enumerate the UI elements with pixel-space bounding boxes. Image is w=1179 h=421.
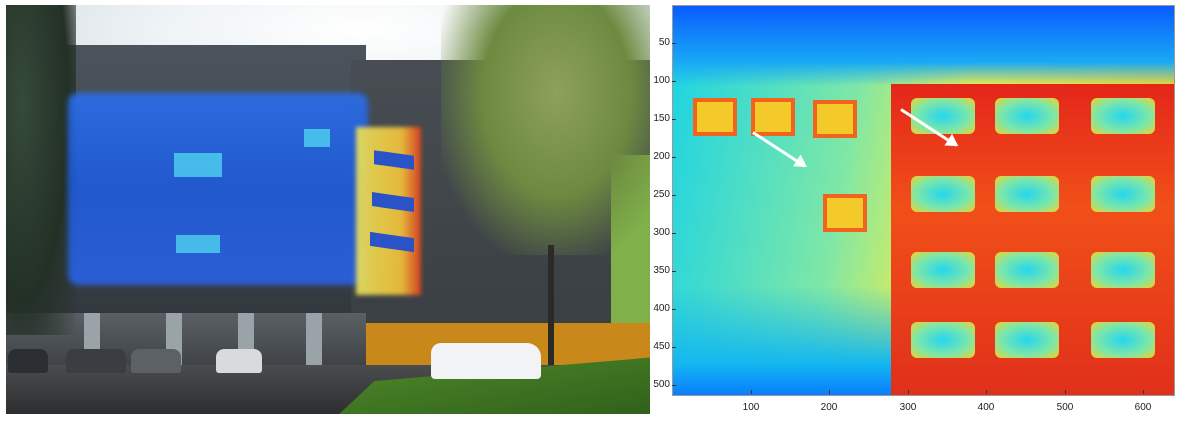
thermal-cold-bottom-left bbox=[673, 286, 903, 395]
parked-car bbox=[216, 349, 262, 373]
white-arrow bbox=[752, 131, 806, 168]
cold-window bbox=[176, 235, 220, 253]
x-tick-label: 400 bbox=[977, 402, 995, 413]
x-tick-label: 200 bbox=[820, 402, 838, 413]
x-tickmark bbox=[829, 390, 830, 394]
parked-car bbox=[66, 349, 126, 373]
y-tick-label: 100 bbox=[653, 75, 670, 86]
x-tickmark bbox=[1065, 390, 1066, 394]
parked-car bbox=[8, 349, 48, 373]
building-photo bbox=[6, 5, 650, 414]
white-van bbox=[431, 343, 541, 379]
x-tick-label: 600 bbox=[1134, 402, 1152, 413]
y-tick-label: 350 bbox=[653, 265, 670, 276]
thermal-window-pane bbox=[1091, 322, 1155, 358]
parked-car bbox=[131, 349, 181, 373]
y-tick-label: 500 bbox=[653, 379, 670, 390]
thermal-window-left bbox=[751, 98, 795, 136]
y-tick-label: 50 bbox=[658, 37, 670, 48]
y-tickmark bbox=[672, 119, 676, 120]
thermal-window-pane bbox=[1091, 252, 1155, 288]
y-tick-label: 400 bbox=[653, 303, 670, 314]
tree-left bbox=[6, 5, 76, 335]
y-tickmark bbox=[672, 81, 676, 82]
thermal-window-pane bbox=[911, 98, 975, 134]
pillar bbox=[306, 313, 322, 375]
x-tickmark bbox=[908, 390, 909, 394]
thermal-window-pane bbox=[995, 98, 1059, 134]
thermal-window-pane bbox=[1091, 176, 1155, 212]
y-tickmark bbox=[672, 385, 676, 386]
y-tickmark bbox=[672, 309, 676, 310]
x-tickmark bbox=[751, 390, 752, 394]
thermal-window-pane bbox=[911, 176, 975, 212]
thermal-window-left bbox=[823, 194, 867, 232]
y-tick-label: 200 bbox=[653, 151, 670, 162]
y-tickmark bbox=[672, 195, 676, 196]
thermal-window-pane bbox=[995, 252, 1059, 288]
y-tickmark bbox=[672, 347, 676, 348]
thermal-image bbox=[672, 5, 1175, 396]
thermal-window-pane bbox=[911, 252, 975, 288]
thermal-window-pane bbox=[995, 322, 1059, 358]
cold-window bbox=[304, 129, 330, 147]
y-tick-label: 450 bbox=[653, 341, 670, 352]
x-tickmark bbox=[1143, 390, 1144, 394]
y-tickmark bbox=[672, 271, 676, 272]
y-tickmark bbox=[672, 233, 676, 234]
thermal-cold-top bbox=[673, 6, 1174, 86]
y-tick-label: 300 bbox=[653, 227, 670, 238]
y-tick-label: 150 bbox=[653, 113, 670, 124]
y-tickmark bbox=[672, 43, 676, 44]
x-tick-label: 500 bbox=[1056, 402, 1074, 413]
y-tick-label: 250 bbox=[653, 189, 670, 200]
thermal-window-pane bbox=[995, 176, 1059, 212]
x-tick-label: 300 bbox=[899, 402, 917, 413]
tree-right bbox=[441, 5, 650, 255]
thermal-overlay-cold-zone bbox=[68, 93, 368, 285]
x-tick-label: 100 bbox=[742, 402, 760, 413]
thermal-window-left bbox=[693, 98, 737, 136]
tree-trunk bbox=[548, 245, 554, 365]
x-tickmark bbox=[986, 390, 987, 394]
cold-window bbox=[174, 153, 222, 177]
thermal-window-left bbox=[813, 100, 857, 138]
y-tickmark bbox=[672, 157, 676, 158]
thermal-window-pane bbox=[1091, 98, 1155, 134]
thermal-window-pane bbox=[911, 322, 975, 358]
